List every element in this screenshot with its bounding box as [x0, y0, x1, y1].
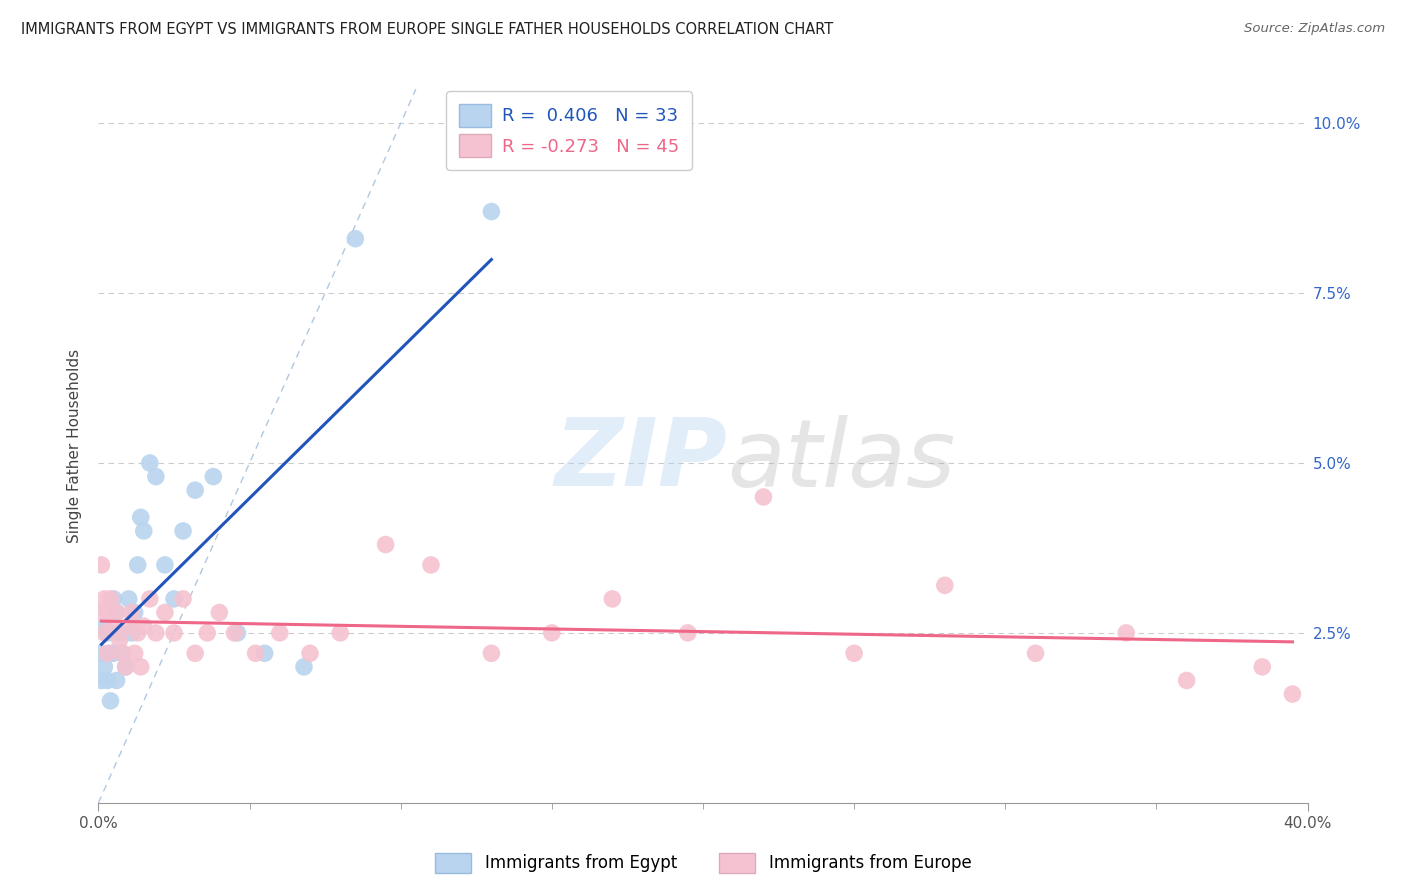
Point — [129, 660, 152, 674]
Point — [344, 232, 367, 246]
Point — [100, 694, 122, 708]
Point — [132, 619, 155, 633]
Point — [226, 626, 249, 640]
Point — [420, 558, 443, 572]
Point — [163, 591, 186, 606]
Legend: Immigrants from Egypt, Immigrants from Europe: Immigrants from Egypt, Immigrants from E… — [427, 847, 979, 880]
Point — [121, 626, 143, 640]
Point — [90, 673, 112, 688]
Point — [139, 591, 162, 606]
Text: ZIP: ZIP — [554, 414, 727, 507]
Point — [1175, 673, 1198, 688]
Point — [108, 626, 131, 640]
Point — [114, 660, 136, 674]
Point — [602, 591, 624, 606]
Point — [184, 483, 207, 498]
Point — [540, 626, 562, 640]
Point — [103, 591, 125, 606]
Point — [118, 619, 141, 633]
Point — [1251, 660, 1274, 674]
Point — [145, 626, 167, 640]
Point — [96, 646, 118, 660]
Point — [1024, 646, 1046, 660]
Point — [163, 626, 186, 640]
Point — [245, 646, 267, 660]
Point — [124, 646, 146, 660]
Point — [105, 606, 128, 620]
Point — [129, 510, 152, 524]
Point — [676, 626, 699, 640]
Point — [374, 537, 396, 551]
Point — [153, 606, 176, 620]
Point — [253, 646, 276, 660]
Point — [100, 591, 122, 606]
Point — [111, 646, 134, 660]
Point — [844, 646, 866, 660]
Point — [299, 646, 322, 660]
Point — [224, 626, 246, 640]
Point — [1281, 687, 1303, 701]
Text: atlas: atlas — [727, 415, 956, 506]
Point — [145, 469, 167, 483]
Point — [93, 619, 115, 633]
Point — [132, 524, 155, 538]
Point — [90, 558, 112, 572]
Point — [481, 646, 503, 660]
Point — [111, 646, 134, 660]
Point — [100, 646, 122, 660]
Point — [184, 646, 207, 660]
Point — [105, 673, 128, 688]
Point — [202, 469, 225, 483]
Point — [96, 606, 118, 620]
Point — [96, 673, 118, 688]
Point — [127, 558, 149, 572]
Point — [172, 591, 194, 606]
Point — [208, 606, 231, 620]
Text: Source: ZipAtlas.com: Source: ZipAtlas.com — [1244, 22, 1385, 36]
Point — [114, 660, 136, 674]
Point — [105, 606, 128, 620]
Point — [481, 204, 503, 219]
Point — [93, 591, 115, 606]
Point — [108, 632, 131, 647]
Point — [93, 626, 115, 640]
Point — [1115, 626, 1137, 640]
Point — [195, 626, 218, 640]
Point — [934, 578, 956, 592]
Point — [96, 626, 118, 640]
Point — [139, 456, 162, 470]
Point — [172, 524, 194, 538]
Text: IMMIGRANTS FROM EGYPT VS IMMIGRANTS FROM EUROPE SINGLE FATHER HOUSEHOLDS CORRELA: IMMIGRANTS FROM EGYPT VS IMMIGRANTS FROM… — [21, 22, 834, 37]
Point — [153, 558, 176, 572]
Point — [269, 626, 291, 640]
Point — [103, 619, 125, 633]
Point — [127, 626, 149, 640]
Point — [121, 606, 143, 620]
Point — [118, 591, 141, 606]
Y-axis label: Single Father Households: Single Father Households — [67, 349, 83, 543]
Point — [90, 606, 112, 620]
Point — [93, 660, 115, 674]
Point — [124, 606, 146, 620]
Point — [752, 490, 775, 504]
Point — [292, 660, 315, 674]
Point — [329, 626, 352, 640]
Legend: R =  0.406   N = 33, R = -0.273   N = 45: R = 0.406 N = 33, R = -0.273 N = 45 — [446, 91, 692, 170]
Point — [90, 646, 112, 660]
Point — [103, 646, 125, 660]
